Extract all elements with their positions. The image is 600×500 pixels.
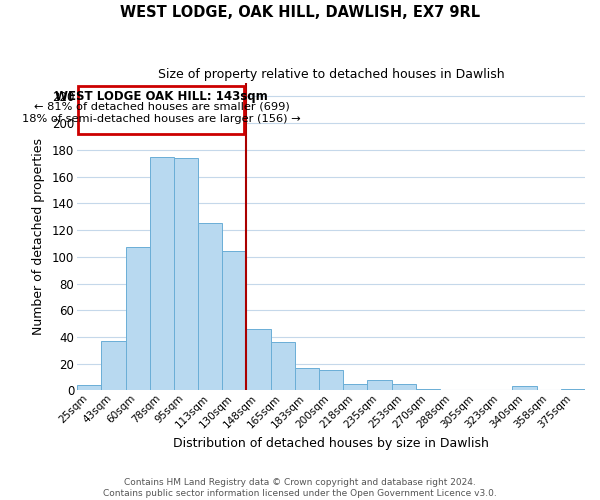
Title: Size of property relative to detached houses in Dawlish: Size of property relative to detached ho… (158, 68, 505, 80)
Bar (149, 156, 174, 390)
Bar (222, 252, 247, 390)
Bar (561, 389, 585, 390)
Bar (77, 385, 101, 390)
Text: WEST LODGE, OAK HILL, DAWLISH, EX7 9RL: WEST LODGE, OAK HILL, DAWLISH, EX7 9RL (120, 5, 480, 20)
Bar (295, 368, 319, 390)
Text: WEST LODGE OAK HILL: 143sqm: WEST LODGE OAK HILL: 143sqm (55, 90, 268, 102)
Bar (319, 370, 343, 390)
FancyBboxPatch shape (79, 86, 244, 134)
Bar (174, 158, 198, 390)
Bar (247, 329, 271, 390)
Bar (392, 384, 416, 390)
Bar (416, 389, 440, 390)
Bar (101, 341, 125, 390)
X-axis label: Distribution of detached houses by size in Dawlish: Distribution of detached houses by size … (173, 437, 489, 450)
Bar (198, 224, 222, 390)
Bar (512, 386, 536, 390)
Text: Contains HM Land Registry data © Crown copyright and database right 2024.
Contai: Contains HM Land Registry data © Crown c… (103, 478, 497, 498)
Bar (125, 248, 149, 390)
Bar (343, 384, 367, 390)
Text: 18% of semi-detached houses are larger (156) →: 18% of semi-detached houses are larger (… (22, 114, 301, 124)
Y-axis label: Number of detached properties: Number of detached properties (32, 138, 45, 335)
Bar (367, 380, 392, 390)
Text: ← 81% of detached houses are smaller (699): ← 81% of detached houses are smaller (69… (34, 102, 289, 112)
Bar (271, 342, 295, 390)
